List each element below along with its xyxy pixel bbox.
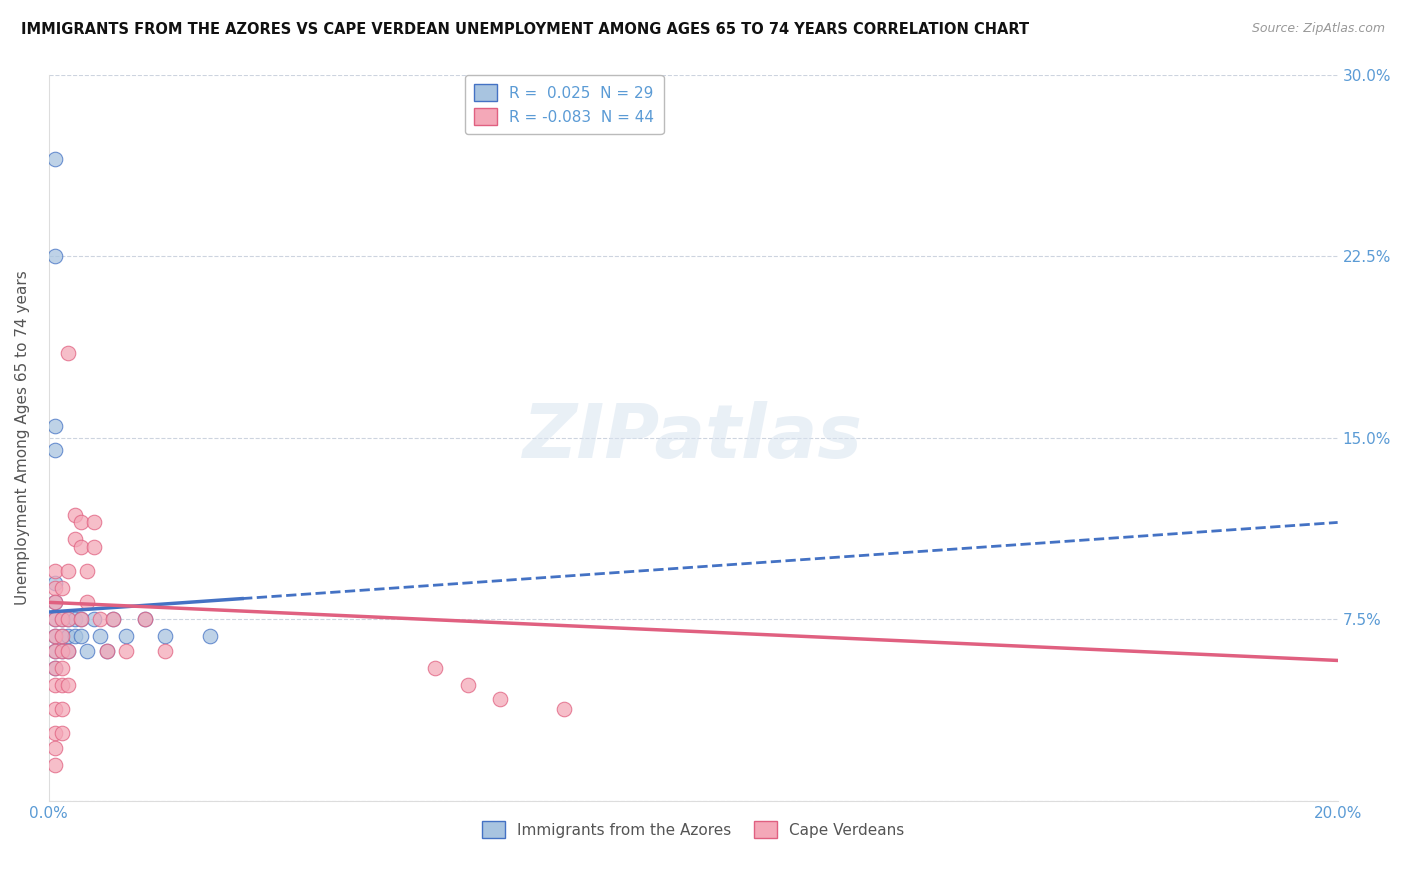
Point bbox=[70, 540, 93, 554]
Point bbox=[70, 629, 93, 643]
Point bbox=[83, 540, 105, 554]
Point bbox=[44, 564, 66, 578]
Point bbox=[96, 644, 118, 658]
Point bbox=[44, 629, 66, 643]
Point bbox=[56, 564, 79, 578]
Point bbox=[489, 692, 512, 706]
Point bbox=[153, 644, 176, 658]
Point bbox=[51, 726, 73, 740]
Point bbox=[44, 595, 66, 609]
Point bbox=[96, 644, 118, 658]
Point bbox=[44, 740, 66, 755]
Point bbox=[51, 644, 73, 658]
Point bbox=[103, 612, 125, 626]
Point bbox=[89, 629, 111, 643]
Point bbox=[51, 644, 73, 658]
Point bbox=[44, 612, 66, 626]
Point bbox=[44, 595, 66, 609]
Point bbox=[457, 678, 479, 692]
Point bbox=[56, 629, 79, 643]
Point bbox=[134, 612, 156, 626]
Point bbox=[44, 644, 66, 658]
Text: Source: ZipAtlas.com: Source: ZipAtlas.com bbox=[1251, 22, 1385, 36]
Point bbox=[198, 629, 221, 643]
Point bbox=[51, 661, 73, 675]
Point bbox=[51, 678, 73, 692]
Point bbox=[51, 612, 73, 626]
Point bbox=[56, 644, 79, 658]
Point bbox=[44, 581, 66, 595]
Point bbox=[56, 612, 79, 626]
Point bbox=[63, 508, 86, 523]
Point bbox=[76, 595, 98, 609]
Point bbox=[153, 629, 176, 643]
Point bbox=[83, 516, 105, 530]
Point bbox=[70, 516, 93, 530]
Point bbox=[44, 726, 66, 740]
Point bbox=[89, 612, 111, 626]
Point bbox=[44, 418, 66, 433]
Point bbox=[51, 629, 73, 643]
Point bbox=[115, 629, 138, 643]
Point bbox=[44, 661, 66, 675]
Point bbox=[44, 442, 66, 457]
Point bbox=[44, 576, 66, 591]
Point bbox=[70, 612, 93, 626]
Point bbox=[51, 581, 73, 595]
Point bbox=[44, 153, 66, 167]
Point bbox=[56, 678, 79, 692]
Text: IMMIGRANTS FROM THE AZORES VS CAPE VERDEAN UNEMPLOYMENT AMONG AGES 65 TO 74 YEAR: IMMIGRANTS FROM THE AZORES VS CAPE VERDE… bbox=[21, 22, 1029, 37]
Point bbox=[44, 757, 66, 772]
Point bbox=[44, 612, 66, 626]
Point bbox=[134, 612, 156, 626]
Point bbox=[51, 702, 73, 716]
Point bbox=[103, 612, 125, 626]
Point bbox=[56, 644, 79, 658]
Y-axis label: Unemployment Among Ages 65 to 74 years: Unemployment Among Ages 65 to 74 years bbox=[15, 270, 30, 605]
Point bbox=[63, 629, 86, 643]
Point bbox=[83, 612, 105, 626]
Point bbox=[63, 612, 86, 626]
Point bbox=[76, 644, 98, 658]
Text: ZIPatlas: ZIPatlas bbox=[523, 401, 863, 475]
Point bbox=[76, 564, 98, 578]
Point bbox=[51, 629, 73, 643]
Point bbox=[425, 661, 447, 675]
Point bbox=[63, 533, 86, 547]
Point bbox=[44, 629, 66, 643]
Point bbox=[44, 644, 66, 658]
Point bbox=[115, 644, 138, 658]
Point bbox=[56, 346, 79, 360]
Point bbox=[44, 661, 66, 675]
Point bbox=[70, 612, 93, 626]
Point bbox=[553, 702, 575, 716]
Point bbox=[56, 612, 79, 626]
Point bbox=[44, 702, 66, 716]
Point bbox=[51, 612, 73, 626]
Point bbox=[44, 678, 66, 692]
Legend: Immigrants from the Azores, Cape Verdeans: Immigrants from the Azores, Cape Verdean… bbox=[475, 815, 911, 844]
Point bbox=[44, 249, 66, 263]
